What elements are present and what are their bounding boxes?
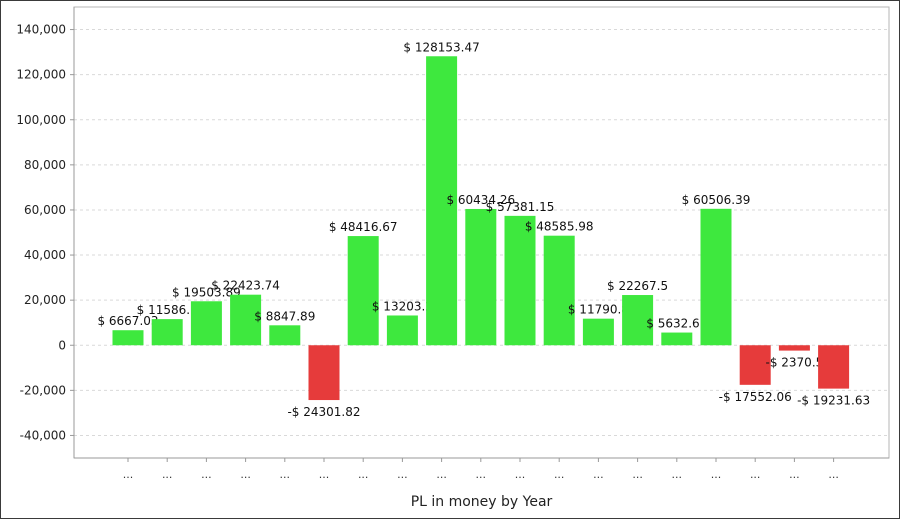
- x-axis-title: PL in money by Year: [411, 494, 553, 510]
- x-tick-label: ...: [123, 468, 134, 481]
- data-label: $ 5632.69: [646, 317, 707, 331]
- y-tick-label: 40,000: [24, 248, 66, 262]
- data-label: -$ 17552.06: [719, 390, 792, 404]
- x-tick-label: ...: [750, 468, 761, 481]
- y-tick-label: 100,000: [16, 113, 66, 127]
- data-label: $ 11790.8: [568, 303, 629, 317]
- data-label: $ 22423.74: [211, 279, 280, 293]
- bar: [308, 345, 340, 401]
- bar: [112, 330, 144, 346]
- data-label: $ 13203.2: [372, 299, 433, 313]
- x-tick-label: ...: [476, 468, 487, 481]
- x-tick-label: ...: [162, 468, 173, 481]
- bar: [230, 294, 262, 346]
- bar: [739, 345, 771, 385]
- bar: [151, 319, 183, 346]
- y-tick-label: 80,000: [24, 158, 66, 172]
- y-tick-label: -40,000: [20, 428, 66, 442]
- x-tick-label: ...: [593, 468, 604, 481]
- x-tick-label: ...: [789, 468, 800, 481]
- data-label: $ 6667.03: [97, 314, 158, 328]
- x-tick-label: ...: [672, 468, 683, 481]
- data-label: $ 48416.67: [329, 220, 398, 234]
- data-label: $ 22267.5: [607, 279, 668, 293]
- bar: [818, 345, 850, 389]
- x-tick-label: ...: [711, 468, 722, 481]
- data-label: $ 60434.26: [446, 193, 515, 207]
- y-tick-label: 0: [58, 338, 66, 352]
- data-label: $ 48585.98: [525, 220, 594, 234]
- y-tick-label: -20,000: [20, 383, 66, 397]
- bar: [386, 315, 418, 346]
- data-label: $ 60506.39: [682, 193, 751, 207]
- data-label: $ 8847.89: [254, 309, 315, 323]
- x-tick-label: ...: [319, 468, 330, 481]
- bar: [269, 325, 301, 346]
- bar: [190, 301, 222, 346]
- x-tick-label: ...: [828, 468, 839, 481]
- bar: [465, 208, 497, 346]
- x-tick-label: ...: [436, 468, 447, 481]
- x-tick-label: ...: [201, 468, 212, 481]
- bar: [504, 215, 536, 346]
- data-label: -$ 2370.5: [766, 356, 824, 370]
- data-label: $ 57381.15: [486, 200, 555, 214]
- data-label: $ 19503.89: [172, 285, 241, 299]
- y-tick-label: 140,000: [16, 23, 66, 37]
- bar: [778, 345, 810, 351]
- data-label: -$ 24301.82: [287, 405, 360, 419]
- x-tick-label: ...: [240, 468, 251, 481]
- data-label: -$ 19231.63: [797, 394, 870, 408]
- bar: [622, 295, 654, 346]
- x-tick-label: ...: [358, 468, 369, 481]
- x-tick-label: ...: [632, 468, 643, 481]
- y-tick-label: 120,000: [16, 68, 66, 82]
- x-tick-label: ...: [515, 468, 526, 481]
- x-tick-label: ...: [397, 468, 408, 481]
- bar: [543, 235, 575, 346]
- x-tick-label: ...: [280, 468, 291, 481]
- bar: [347, 236, 379, 346]
- y-tick-label: 60,000: [24, 203, 66, 217]
- data-label: $ 11586.3: [137, 303, 198, 317]
- data-label: $ 128153.47: [403, 40, 479, 54]
- bar: [700, 208, 732, 346]
- x-tick-label: ...: [554, 468, 565, 481]
- y-tick-label: 20,000: [24, 293, 66, 307]
- bar: [426, 56, 458, 346]
- bar: [582, 318, 614, 346]
- bar: [661, 332, 693, 346]
